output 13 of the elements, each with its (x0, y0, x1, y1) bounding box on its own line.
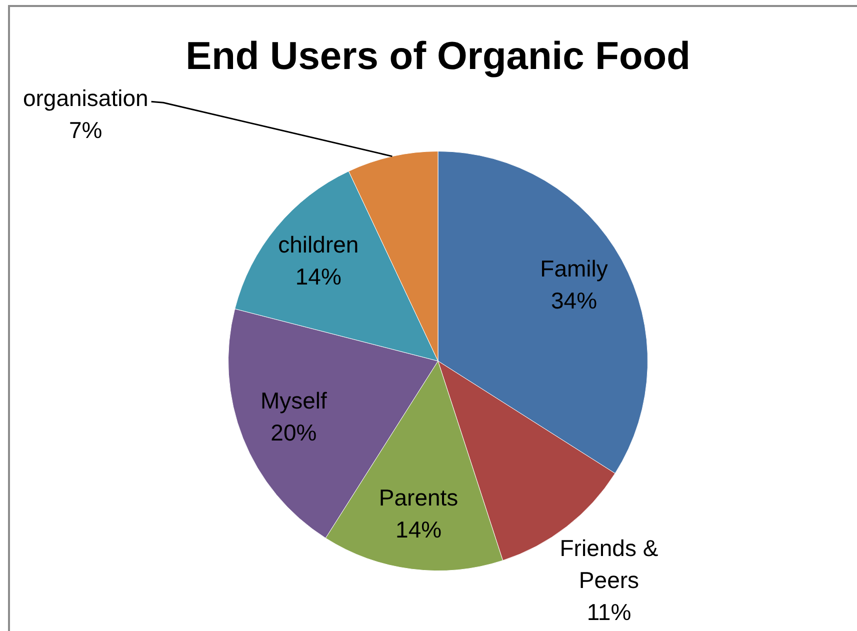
slice-label: Myself (260, 387, 328, 414)
slice-label: Family (540, 256, 608, 282)
slice-label: Friends & Peers (560, 534, 658, 593)
slice-label: children (278, 231, 359, 258)
data-label: 14% (396, 516, 442, 542)
data-label: 34% (550, 288, 598, 314)
chart-title: End Users of Organic Food (186, 34, 690, 78)
data-label: 7% (68, 116, 102, 143)
slice-label: Parents (378, 484, 458, 510)
data-label: 11% (586, 598, 632, 625)
data-label: 14% (295, 263, 342, 290)
data-label: 20% (270, 419, 317, 446)
slice-label: organisation (22, 84, 148, 111)
